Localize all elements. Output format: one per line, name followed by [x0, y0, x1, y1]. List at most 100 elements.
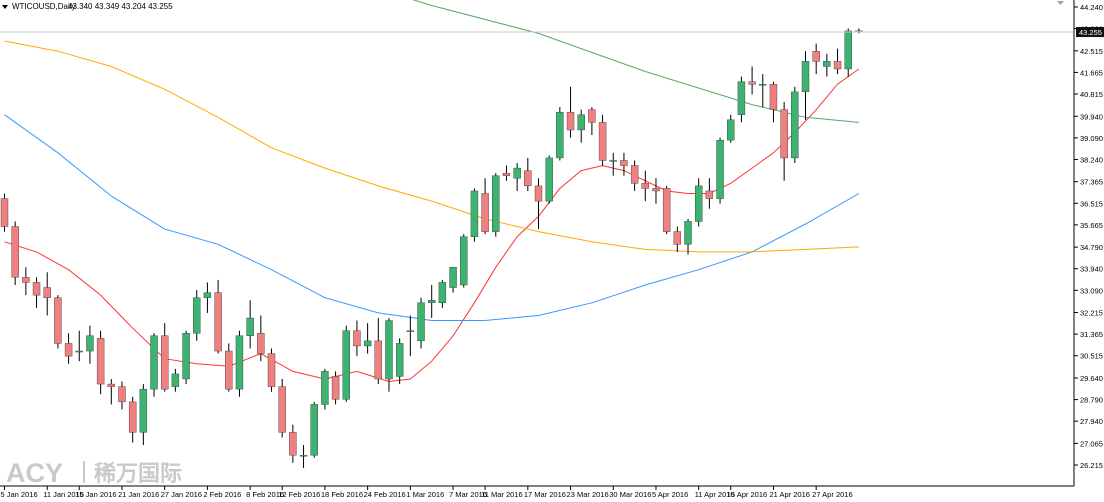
- candle: [556, 107, 564, 161]
- price-tick-label: 33.940: [1080, 265, 1103, 274]
- candle-body: [107, 383, 116, 387]
- candle-body: [267, 353, 276, 387]
- candle: [609, 152, 617, 176]
- candle-body: [481, 193, 489, 232]
- candle: [395, 338, 404, 385]
- price-tick-label: 28.790: [1080, 396, 1103, 405]
- candle-body: [321, 371, 329, 405]
- price-tick-label: 36.515: [1080, 199, 1103, 208]
- candle-body: [641, 183, 649, 189]
- candle: [438, 279, 447, 308]
- price-tick-label: 27.940: [1080, 417, 1103, 426]
- candle-body: [513, 167, 521, 179]
- price-tick-label: 34.790: [1080, 243, 1103, 252]
- candle: [662, 185, 671, 235]
- candle: [801, 51, 810, 120]
- candle-body: [556, 111, 564, 159]
- chart-shift-marker-icon[interactable]: [1057, 1, 1064, 5]
- price-tick-label: 41.665: [1080, 68, 1103, 77]
- candle: [0, 193, 9, 232]
- candle: [727, 114, 735, 143]
- candle-body: [833, 61, 842, 70]
- candle-body: [705, 190, 714, 199]
- candle-body: [363, 340, 372, 347]
- candle: [823, 53, 831, 77]
- candle-body: [492, 175, 500, 232]
- candle: [160, 323, 169, 392]
- candle: [171, 368, 180, 392]
- price-tick-label: 39.090: [1080, 134, 1103, 143]
- candle-body: [182, 333, 190, 380]
- candle-body: [342, 330, 350, 400]
- candle: [299, 445, 308, 468]
- candle-body: [727, 119, 735, 141]
- candle: [780, 102, 788, 181]
- candle-body: [118, 386, 126, 403]
- candle: [502, 165, 511, 181]
- time-tick-label: 15 Jan 2016: [75, 490, 116, 499]
- candle-body: [438, 282, 447, 303]
- price-tick-label: 42.515: [1080, 47, 1103, 56]
- candle: [11, 221, 19, 285]
- candle-body: [193, 297, 201, 334]
- candle: [43, 272, 51, 316]
- candle: [321, 368, 329, 410]
- dropdown-triangle-icon[interactable]: [2, 5, 8, 9]
- candle: [257, 315, 265, 362]
- candle: [225, 343, 233, 392]
- candle: [652, 178, 660, 204]
- candle: [513, 163, 521, 191]
- candle: [235, 330, 244, 397]
- candle-body: [662, 188, 671, 232]
- candle: [385, 318, 393, 392]
- candle: [833, 48, 842, 75]
- ohlc-readout: 43.340 43.349 43.204 43.255: [68, 2, 173, 11]
- price-tick-label: 40.815: [1080, 90, 1103, 99]
- time-tick-label: 11 Mar 2016: [481, 490, 523, 499]
- candle-body: [43, 287, 51, 298]
- candle: [214, 279, 222, 354]
- candle-body: [86, 335, 94, 352]
- price-tick-label: 44.240: [1080, 3, 1103, 12]
- time-tick-label: 23 Mar 2016: [567, 490, 609, 499]
- time-tick-label: 11 Apr 2016: [695, 490, 735, 499]
- time-tick-label: 8 Feb 2016: [246, 490, 284, 499]
- candle-body: [695, 185, 703, 222]
- candle-body: [609, 160, 617, 162]
- candle: [374, 318, 382, 385]
- candle: [812, 43, 820, 75]
- candle: [716, 137, 724, 204]
- candle-body: [225, 350, 233, 390]
- price-tick-label: 26.215: [1080, 461, 1103, 470]
- candle: [598, 114, 607, 166]
- candle-body: [75, 350, 83, 353]
- candle: [577, 109, 585, 143]
- time-tick-label: 21 Apr 2016: [769, 490, 809, 499]
- candle-body: [812, 51, 820, 62]
- time-tick-label: 30 Mar 2016: [609, 490, 651, 499]
- candle-body: [823, 61, 831, 67]
- price-axis[interactable]: 44.24043.39042.51541.66540.81539.94039.0…: [1073, 0, 1104, 486]
- candle-body: [801, 61, 810, 93]
- time-tick-label: 2 Feb 2016: [203, 490, 241, 499]
- time-tick-label: 27 Jan 2016: [161, 490, 202, 499]
- watermark-brand: ACY: [6, 458, 63, 488]
- candle: [289, 424, 297, 463]
- candle-body: [524, 170, 532, 187]
- current-price-label: 43.255: [1079, 28, 1102, 37]
- price-tick-label: 33.090: [1080, 286, 1103, 295]
- candle: [406, 315, 415, 357]
- candle: [54, 295, 62, 349]
- plot-background: [0, 0, 1074, 486]
- candle: [75, 330, 83, 362]
- candle-body: [331, 376, 340, 400]
- candle: [705, 178, 714, 209]
- candle-body: [620, 160, 628, 166]
- watermark-cn: 稀万国际: [94, 461, 182, 486]
- candle: [524, 157, 532, 191]
- candle-body: [417, 302, 425, 342]
- candle-body: [502, 172, 511, 176]
- candle-body: [470, 190, 479, 237]
